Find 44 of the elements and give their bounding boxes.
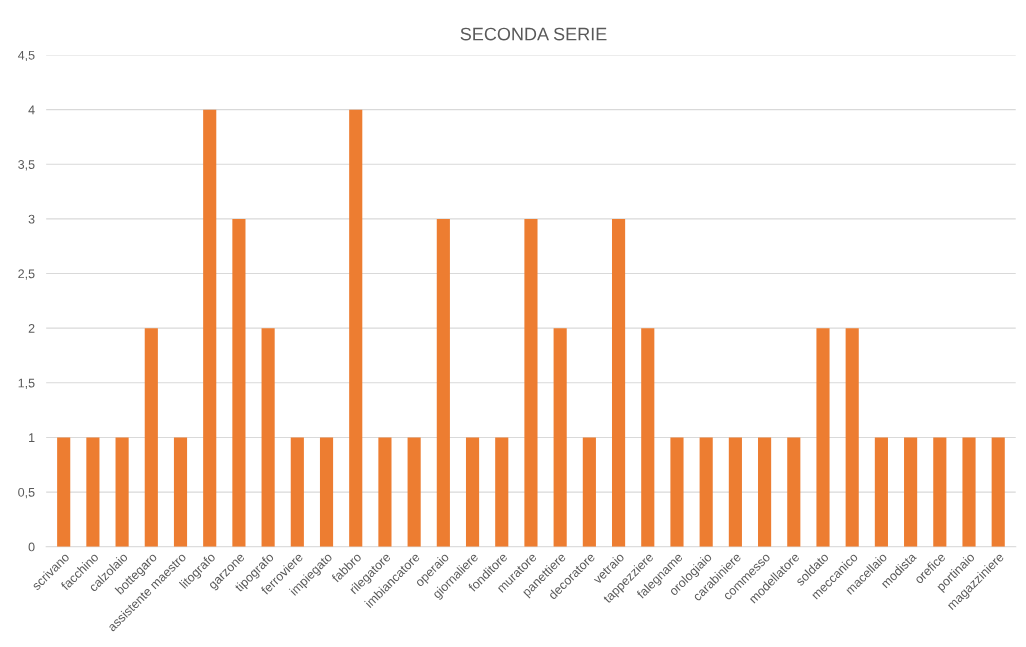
- bar: [290, 437, 304, 547]
- bar: [553, 328, 567, 547]
- bar: [86, 437, 100, 547]
- y-tick-label: 3,5: [18, 160, 35, 171]
- bar: [845, 328, 859, 547]
- bar: [524, 218, 538, 547]
- bar: [349, 109, 363, 547]
- y-tick-label: 0: [28, 542, 35, 552]
- bar: [465, 437, 480, 547]
- bar: [57, 437, 71, 547]
- bar: [495, 437, 509, 547]
- y-tick-label: 4,5: [17, 50, 35, 62]
- bar: [319, 437, 334, 547]
- bar: [670, 437, 684, 547]
- bar: [991, 437, 1005, 547]
- bar: [816, 328, 830, 547]
- bar: [436, 218, 450, 547]
- y-tick-label: 2,5: [18, 269, 35, 280]
- bar: [115, 437, 129, 547]
- bar: [874, 437, 888, 547]
- y-tick-label: 1,5: [18, 378, 35, 389]
- bar: [407, 437, 421, 547]
- y-tick-label: 4: [28, 105, 35, 115]
- y-tick-label: 2: [28, 323, 35, 333]
- bar: [582, 437, 596, 547]
- bar: [933, 437, 947, 547]
- y-tick-label: 3: [28, 214, 35, 224]
- bar: [904, 437, 918, 547]
- bar: [232, 218, 246, 547]
- chart-title: SECONDA SERIE: [460, 27, 607, 41]
- bar: [203, 109, 217, 547]
- bar: [962, 437, 976, 547]
- bar: [144, 328, 158, 547]
- bar: [612, 218, 626, 547]
- bar: [173, 437, 188, 547]
- bar: [261, 328, 275, 547]
- y-tick-label: 1: [29, 433, 35, 442]
- y-tick-label: 0,5: [18, 487, 35, 499]
- bar: [728, 437, 742, 547]
- bar: [378, 437, 392, 547]
- bar: [641, 328, 655, 547]
- bar: [699, 437, 713, 547]
- bar: [758, 437, 772, 547]
- bar: [787, 437, 801, 547]
